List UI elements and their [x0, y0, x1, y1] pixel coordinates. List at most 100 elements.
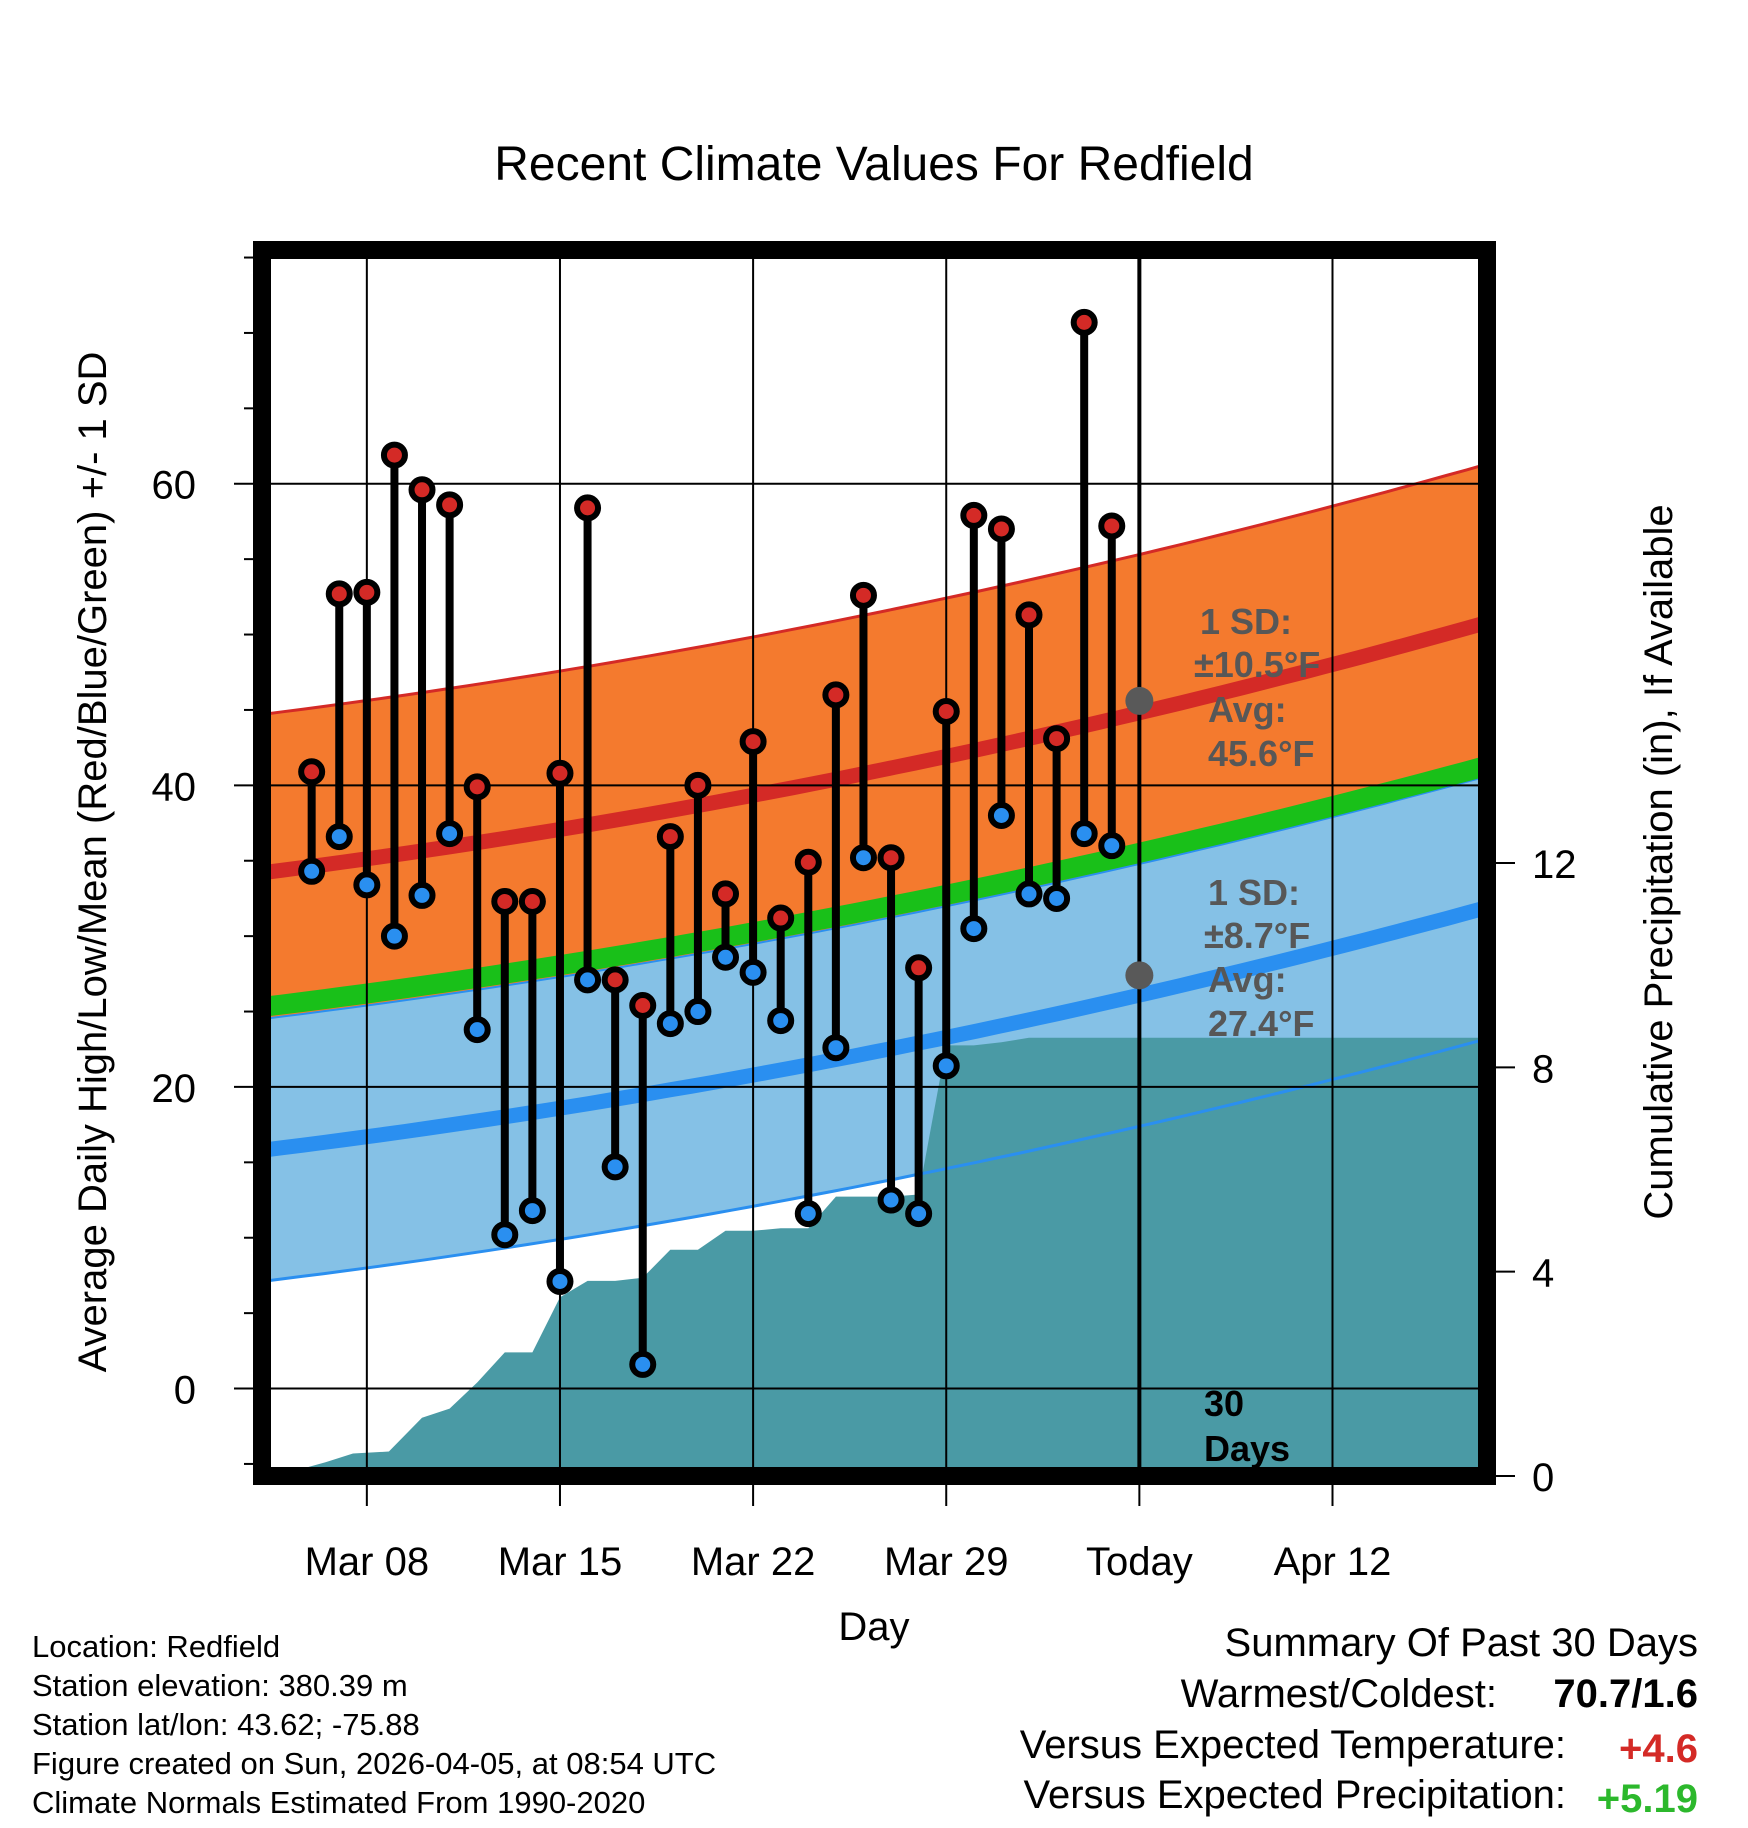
daily-high-marker [877, 844, 905, 872]
daily-high-marker [822, 681, 850, 709]
daily-high-marker [712, 880, 740, 908]
x-axis-label: Day [838, 1605, 909, 1649]
daily-high-marker [739, 728, 767, 756]
today-window-unit: Days [1204, 1428, 1290, 1469]
daily-low-marker [822, 1034, 850, 1062]
daily-high-marker [601, 966, 629, 994]
daily-high-marker [932, 697, 960, 725]
summary-temp-label: Versus Expected Temperature: [1020, 1723, 1566, 1767]
y-tick-label: 0 [174, 1369, 196, 1413]
daily-low-marker [1015, 880, 1043, 908]
daily-low-marker [932, 1052, 960, 1080]
high-sd-band [262, 464, 1487, 1032]
summary-warm-cold-value: 70.7/1.6 [1553, 1672, 1698, 1716]
daily-low-marker [463, 1016, 491, 1044]
daily-low-marker [629, 1350, 657, 1378]
summary-warm-cold-label: Warmest/Coldest: [1181, 1672, 1497, 1716]
y2-tick-label: 0 [1532, 1456, 1554, 1500]
daily-high-marker [353, 578, 381, 606]
daily-high-marker [1070, 308, 1098, 336]
normal-low-line [262, 900, 1487, 1158]
y2-tick-label: 12 [1532, 843, 1577, 887]
x-tick-label: Apr 12 [1274, 1540, 1392, 1584]
low-avg-today-dot [1125, 961, 1154, 990]
daily-high-marker [380, 441, 408, 469]
cumulative-precip-area [262, 1037, 1487, 1476]
daily-high-marker [794, 848, 822, 876]
daily-low-marker [436, 820, 464, 848]
daily-low-marker [849, 844, 877, 872]
daily-low-marker [684, 998, 712, 1026]
daily-low-marker [767, 1007, 795, 1035]
daily-low-marker [325, 823, 353, 851]
y-tick-label: 20 [152, 1067, 197, 1111]
daily-high-marker [436, 491, 464, 519]
summary-precip-label: Versus Expected Precipitation: [1023, 1773, 1566, 1817]
daily-low-marker [739, 958, 767, 986]
y-tick-label: 40 [152, 765, 197, 809]
daily-low-marker [987, 801, 1015, 829]
plot-area [262, 250, 1487, 1476]
daily-high-marker [408, 476, 436, 504]
x-tick-label: Mar 29 [884, 1540, 1009, 1584]
info-normals: Climate Normals Estimated From 1990-2020 [32, 1785, 645, 1820]
daily-low-marker [1043, 884, 1071, 912]
high-sd-label: 1 SD: [1200, 601, 1292, 642]
high-avg-value: 45.6°F [1208, 733, 1314, 774]
low-sd-label: 1 SD: [1208, 872, 1300, 913]
daily-low-marker [877, 1186, 905, 1214]
info-created: Figure created on Sun, 2026-04-05, at 08… [32, 1746, 716, 1781]
daily-high-marker [767, 904, 795, 932]
daily-low-marker [1070, 820, 1098, 848]
low-avg-value: 27.4°F [1208, 1003, 1314, 1044]
daily-low-marker [380, 922, 408, 950]
axes: Mar 08 Mar 15 Mar 22 Mar 29 Today Apr 1202040… [152, 241, 1577, 1584]
daily-high-marker [518, 887, 546, 915]
daily-high-marker [1043, 725, 1071, 753]
y-tick-label: 60 [152, 464, 197, 508]
daily-low-marker [794, 1200, 822, 1228]
y2-axis-label: Cumulative Precipitation (in), If Availa… [1637, 504, 1681, 1219]
today-window-number: 30 [1204, 1383, 1244, 1424]
daily-high-marker [491, 887, 519, 915]
info-latlon: Station lat/lon: 43.62; -75.88 [32, 1707, 420, 1742]
info-elevation: Station elevation: 380.39 m [32, 1668, 408, 1703]
chart-title: Recent Climate Values For Redfield [494, 138, 1253, 191]
daily-low-marker [656, 1010, 684, 1038]
daily-high-marker [325, 580, 353, 608]
daily-low-marker [298, 857, 326, 885]
normal-high-line [262, 615, 1487, 881]
info-location: Location: Redfield [32, 1629, 280, 1664]
daily-low-marker [353, 871, 381, 899]
normal-mean-line [262, 756, 1487, 1017]
summary-title: Summary Of Past 30 Days [1225, 1621, 1698, 1665]
low-sd-lower-edge [262, 1037, 1487, 1283]
daily-low-marker [905, 1200, 933, 1228]
x-tick-label: Mar 08 [305, 1540, 430, 1584]
daily-high-marker [905, 954, 933, 982]
x-tick-label: Today [1086, 1540, 1193, 1584]
daily-high-marker [574, 494, 602, 522]
summary-temp-value: +4.6 [1619, 1727, 1698, 1771]
daily-high-marker [684, 771, 712, 799]
high-avg-label: Avg: [1208, 689, 1287, 730]
daily-temperature-marks [298, 308, 1126, 1378]
high-sd-upper-edge [262, 462, 1487, 716]
daily-low-marker [408, 881, 436, 909]
daily-high-marker [1098, 512, 1126, 540]
daily-low-marker [574, 966, 602, 994]
high-avg-today-dot [1125, 686, 1154, 715]
daily-high-marker [546, 759, 574, 787]
daily-high-marker [463, 773, 491, 801]
daily-high-marker [987, 515, 1015, 543]
plot-frame [253, 241, 1496, 1485]
daily-high-marker [656, 823, 684, 851]
daily-low-marker [601, 1153, 629, 1181]
high-sd-value: ±10.5°F [1194, 644, 1320, 685]
summary-panel: Summary Of Past 30 Days Warmest/Coldest:… [1020, 1621, 1698, 1821]
y-axis-label: Average Daily High/Low/Mean (Red/Blue/Gr… [71, 352, 115, 1373]
y2-tick-label: 4 [1532, 1252, 1554, 1296]
low-sd-upper-edge [262, 775, 1487, 1021]
